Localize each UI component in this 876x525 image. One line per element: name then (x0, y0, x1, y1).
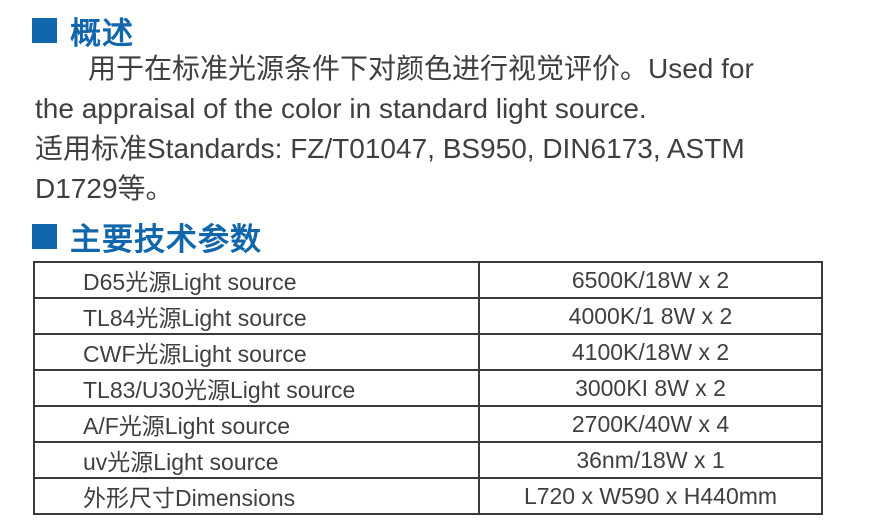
table-row: TL84光源Light source 4000K/1 8W x 2 (33, 297, 823, 335)
spec-value: 4100K/18W x 2 (478, 333, 823, 371)
spec-label: 外形尺寸Dimensions (33, 477, 480, 515)
table-row: D65光源Light source 6500K/18W x 2 (33, 261, 823, 299)
overview-title: 概述 (70, 16, 134, 51)
spec-label: uv光源Light source (33, 441, 480, 479)
spec-label: CWF光源Light source (33, 333, 480, 371)
overview-section-heading: 概述 (32, 8, 134, 53)
overview-line-3: 适用标准Standards: FZ/T01047, BS950, DIN6173… (35, 133, 745, 164)
table-row: TL83/U30光源Light source 3000KI 8W x 2 (33, 369, 823, 407)
spec-label: TL84光源Light source (33, 297, 480, 335)
table-row: 外形尺寸Dimensions L720 x W590 x H440mm (33, 477, 823, 515)
table-row: A/F光源Light source 2700K/40W x 4 (33, 405, 823, 443)
specs-title: 主要技术参数 (70, 222, 262, 257)
overview-paragraph: 用于在标准光源条件下对颜色进行视觉评价。Used for the apprais… (35, 49, 855, 209)
overview-line-1: 用于在标准光源条件下对颜色进行视觉评价。Used for (88, 53, 754, 84)
spec-value: 4000K/1 8W x 2 (478, 297, 823, 335)
spec-label: A/F光源Light source (33, 405, 480, 443)
spec-label: TL83/U30光源Light source (33, 369, 480, 407)
spec-value: 3000KI 8W x 2 (478, 369, 823, 407)
overview-line-4: D1729等。 (35, 173, 174, 204)
spec-value: 2700K/40W x 4 (478, 405, 823, 443)
specs-section-heading: 主要技术参数 (32, 214, 262, 259)
spec-value: L720 x W590 x H440mm (478, 477, 823, 515)
table-row: CWF光源Light source 4100K/18W x 2 (33, 333, 823, 371)
spec-value: 6500K/18W x 2 (478, 261, 823, 299)
table-row: uv光源Light source 36nm/18W x 1 (33, 441, 823, 479)
blue-square-bullet-icon (32, 18, 57, 43)
blue-square-bullet-icon (32, 224, 57, 249)
spec-label: D65光源Light source (33, 261, 480, 299)
overview-line-2: the appraisal of the color in standard l… (35, 93, 647, 124)
specs-table: D65光源Light source 6500K/18W x 2 TL84光源Li… (33, 261, 823, 515)
spec-value: 36nm/18W x 1 (478, 441, 823, 479)
